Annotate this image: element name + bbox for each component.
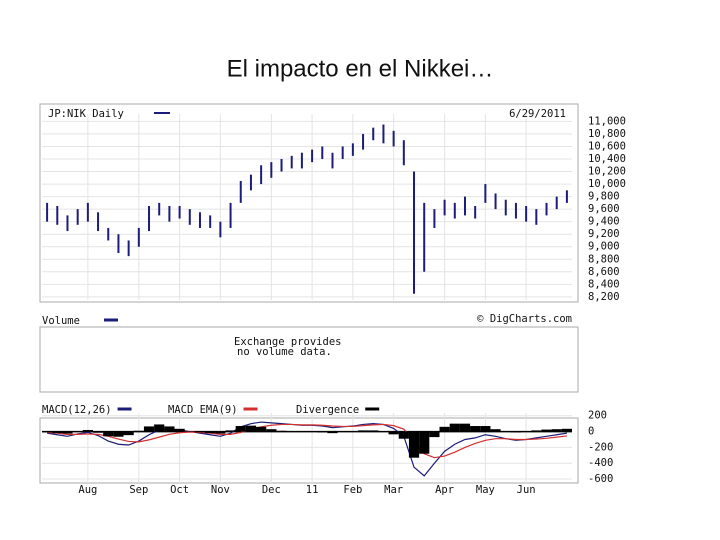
divergence-bar — [480, 426, 491, 432]
divergence-bar — [42, 431, 53, 433]
legend-label: Volume — [42, 315, 80, 327]
y-tick-label: 8,200 — [588, 291, 620, 303]
y-tick-label: 9,800 — [588, 191, 620, 203]
y-tick-label: 8,600 — [588, 266, 620, 278]
annotation: no volume data. — [237, 346, 332, 358]
divergence-bar — [470, 426, 481, 432]
y-tick-label: -600 — [588, 473, 613, 485]
legend-label: MACD(12,26) — [42, 404, 112, 416]
y-tick-label: -200 — [588, 441, 613, 453]
divergence-bar — [510, 431, 522, 433]
y-tick-label: 9,200 — [588, 228, 620, 240]
divergence-bar — [256, 426, 267, 432]
divergence-bar — [103, 431, 114, 437]
y-tick-label: 0 — [588, 426, 594, 438]
y-tick-label: 10,000 — [588, 178, 626, 190]
divergence-bar — [245, 425, 257, 432]
divergence-bar — [531, 430, 542, 432]
divergence-bar — [92, 431, 104, 433]
credit: © DigCharts.com — [477, 313, 572, 325]
x-tick-label: Feb — [343, 484, 362, 496]
y-tick-label: 10,400 — [588, 153, 626, 165]
divergence-bar — [113, 431, 124, 437]
divergence-bar — [205, 431, 216, 434]
x-tick-label: 11 — [306, 484, 319, 496]
divergence-bar — [490, 429, 501, 432]
slide-title: El impacto en el Nikkei… — [227, 55, 494, 82]
divergence-bar — [398, 431, 409, 439]
divergence-bar — [439, 426, 450, 432]
chart-title: JP:NIK Daily — [48, 108, 124, 120]
annotation: Exchange provides — [234, 336, 341, 348]
x-tick-label: Aug — [78, 484, 97, 496]
y-tick-label: 10,200 — [588, 166, 626, 178]
divergence-bar — [561, 428, 572, 432]
divergence-bar — [235, 426, 246, 432]
divergence-bar — [276, 430, 287, 432]
divergence-bar — [143, 426, 155, 432]
volume-panel — [39, 326, 579, 393]
macd-panel — [39, 417, 579, 484]
divergence-bar — [123, 431, 134, 436]
y-tick-label: 200 — [588, 410, 607, 422]
divergence-bar — [62, 431, 73, 434]
divergence-bar — [174, 428, 185, 432]
x-tick-label: Jun — [517, 484, 536, 496]
divergence-bar — [388, 431, 399, 435]
legend-label: Divergence — [296, 404, 359, 416]
divergence-bar — [459, 423, 471, 432]
y-tick-label: 11,000 — [588, 115, 626, 127]
divergence-bar — [541, 429, 552, 432]
y-tick-label: 9,400 — [588, 216, 620, 228]
x-tick-label: Apr — [435, 484, 454, 496]
divergence-bar — [408, 431, 420, 458]
y-tick-label: 8,400 — [588, 278, 620, 290]
x-tick-label: Nov — [211, 484, 230, 496]
divergence-bar — [327, 431, 338, 434]
chart-date: 6/29/2011 — [509, 108, 566, 120]
divergence-bar — [368, 430, 379, 432]
divergence-bar — [317, 431, 328, 433]
y-tick-label: 9,600 — [588, 203, 620, 215]
divergence-bar — [215, 431, 226, 434]
x-tick-label: May — [476, 484, 495, 496]
divergence-bar — [419, 431, 430, 454]
divergence-bar — [82, 429, 93, 432]
divergence-bar — [551, 429, 562, 432]
divergence-bar — [194, 431, 206, 433]
y-tick-label: 10,600 — [588, 140, 626, 152]
divergence-bar — [357, 430, 369, 432]
x-tick-label: Sep — [129, 484, 148, 496]
divergence-bar — [164, 426, 175, 432]
divergence-bar — [52, 431, 63, 434]
y-tick-label: 8,800 — [588, 253, 620, 265]
y-tick-label: 10,800 — [588, 128, 626, 140]
x-tick-label: Mar — [384, 484, 403, 496]
macd-line — [47, 423, 567, 459]
x-tick-label: Dec — [262, 484, 281, 496]
divergence-bar — [449, 423, 460, 432]
price-panel — [39, 103, 579, 303]
y-tick-label: -400 — [588, 457, 613, 469]
y-tick-label: 9,000 — [588, 241, 620, 253]
divergence-bar — [266, 429, 277, 432]
divergence-bar — [429, 431, 440, 438]
divergence-bar — [225, 430, 236, 432]
divergence-bar — [154, 424, 165, 432]
divergence-bar — [133, 430, 144, 432]
x-tick-label: Oct — [170, 484, 189, 496]
legend-label: MACD EMA(9) — [168, 404, 238, 416]
